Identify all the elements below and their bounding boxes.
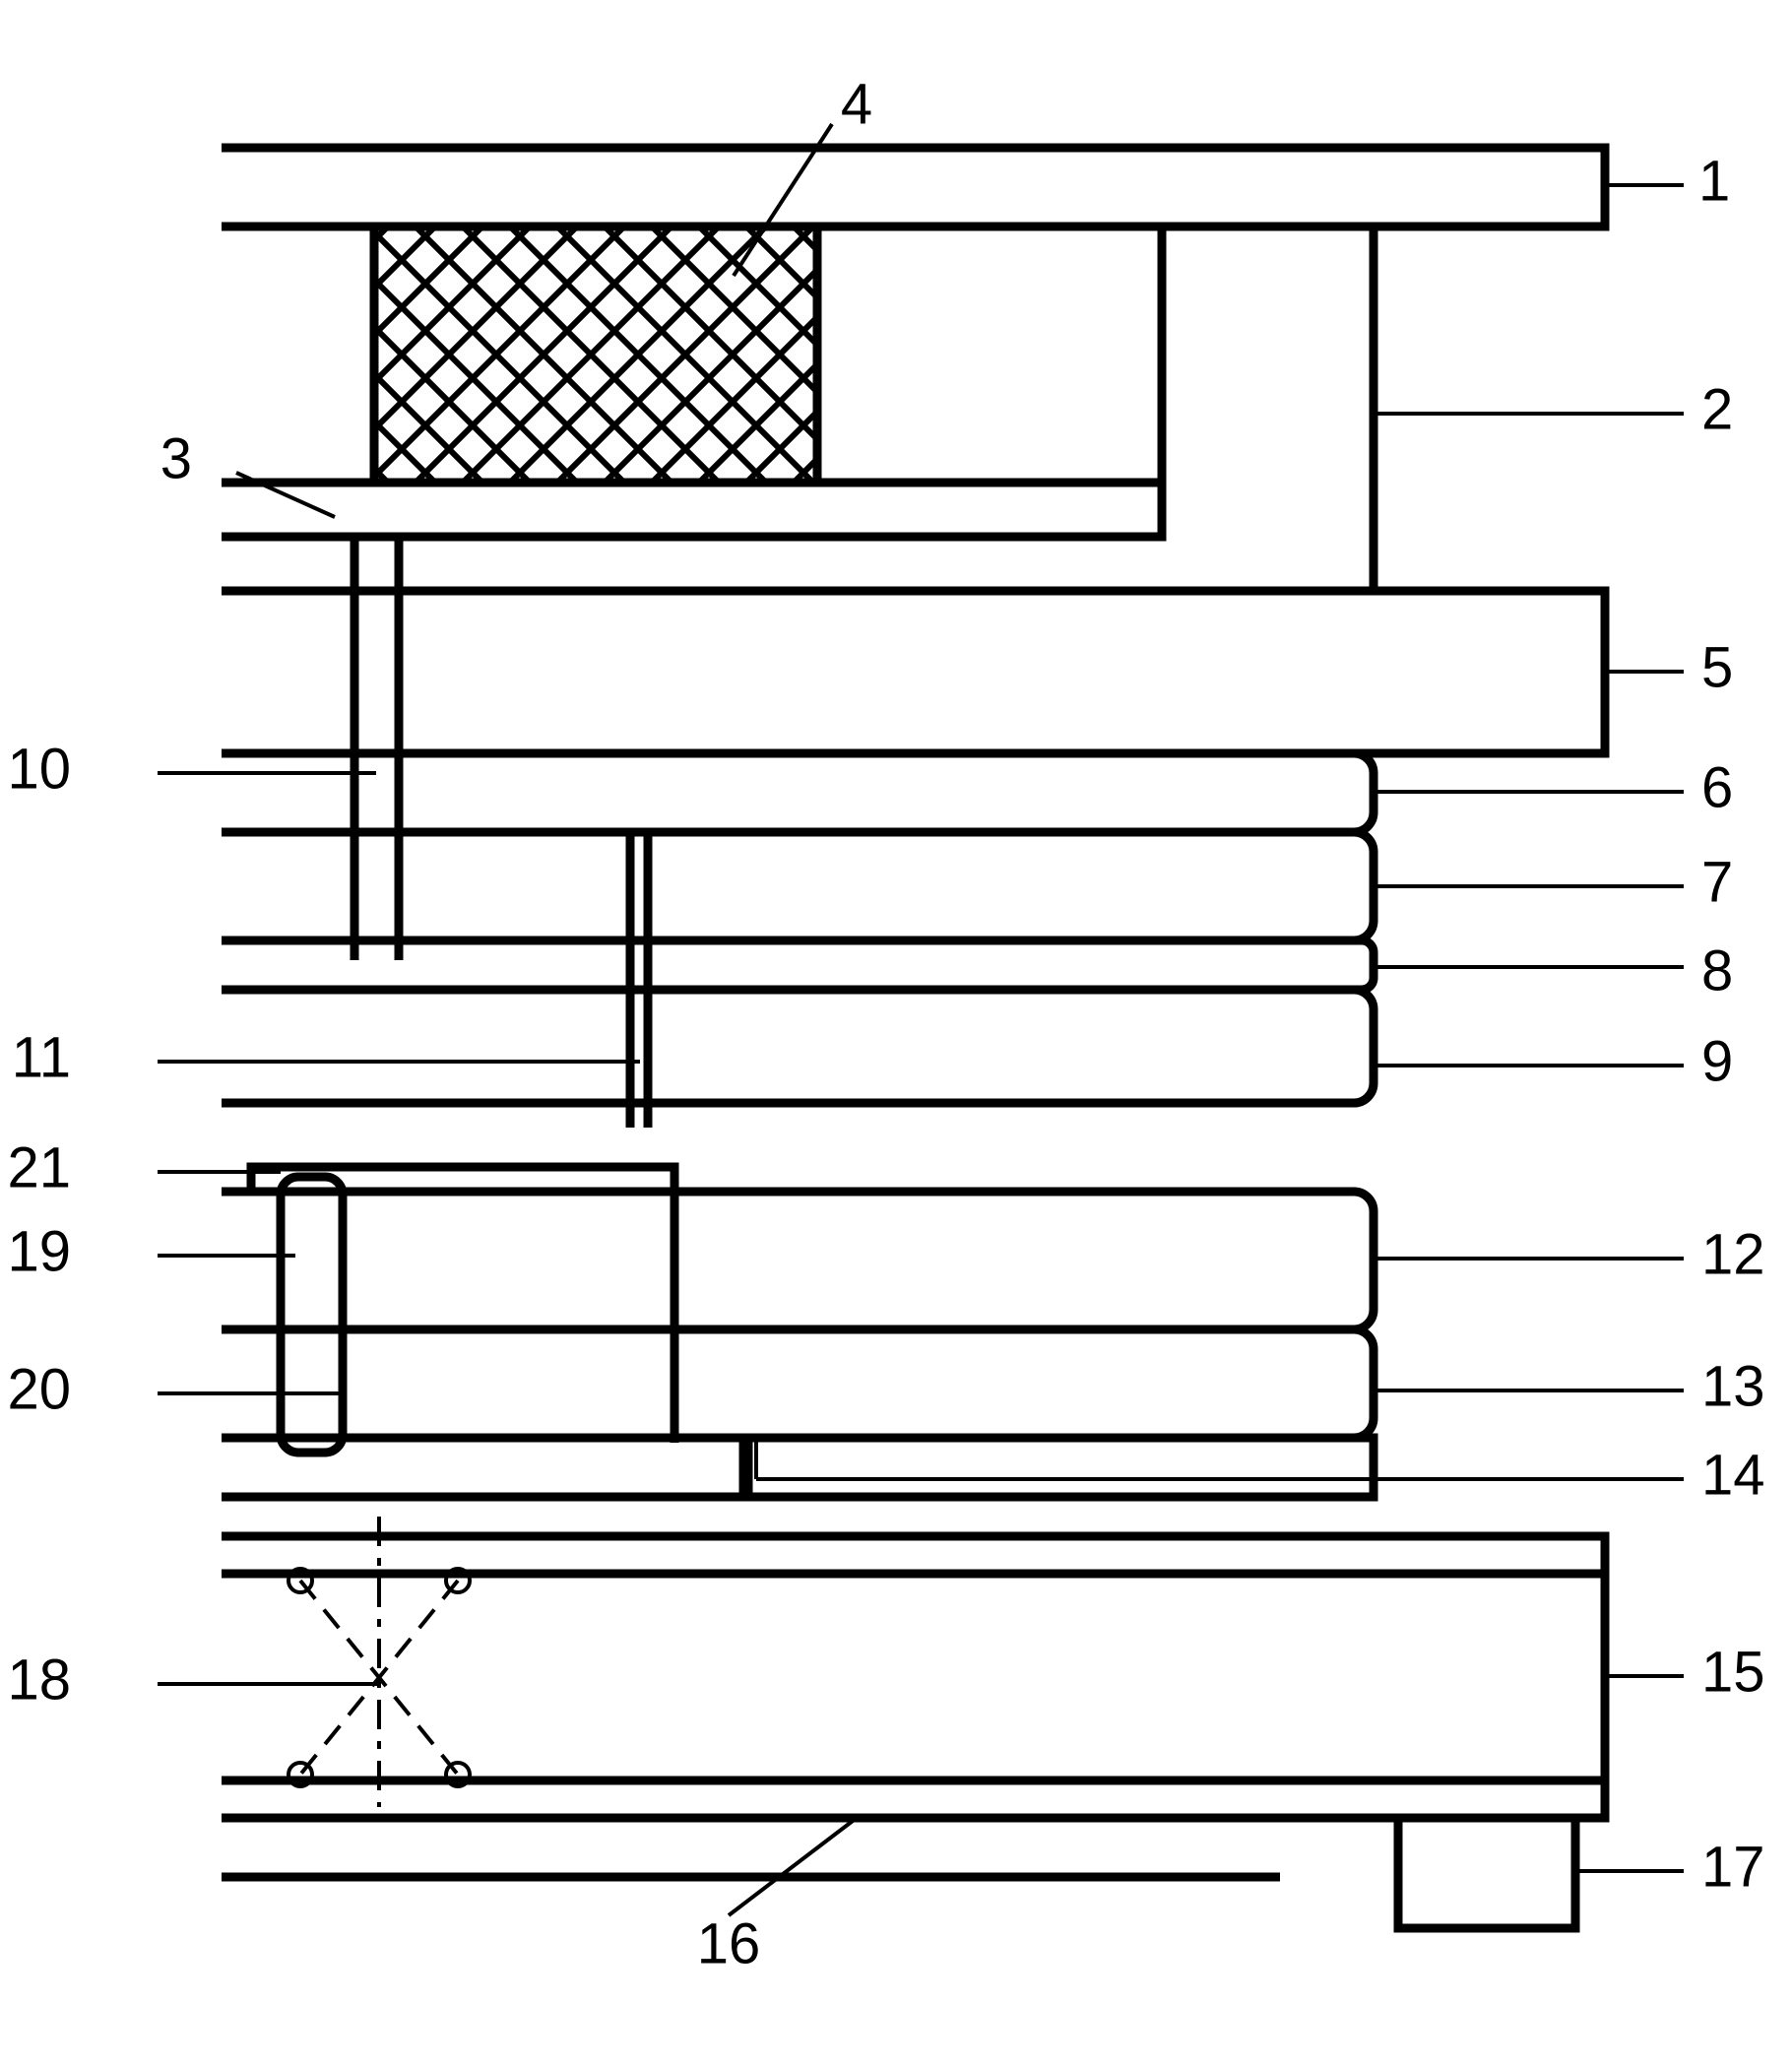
callout-label-8: 8: [1701, 938, 1733, 1002]
callout-label-11: 11: [12, 1025, 71, 1089]
callout-label-12: 12: [1701, 1222, 1765, 1286]
callout-label-7: 7: [1701, 850, 1733, 914]
callout-label-6: 6: [1701, 755, 1733, 819]
callout-label-19: 19: [7, 1219, 71, 1283]
hatched-block-4: [374, 226, 817, 483]
block-17: [1398, 1818, 1575, 1928]
callout-label-2: 2: [1701, 377, 1733, 441]
callout-label-3: 3: [160, 426, 192, 490]
callout-label-5: 5: [1701, 635, 1733, 699]
callout-label-20: 20: [7, 1357, 71, 1421]
callout-label-13: 13: [1701, 1354, 1765, 1418]
callout-label-17: 17: [1701, 1835, 1765, 1899]
callout-label-15: 15: [1701, 1640, 1765, 1704]
callout-label-1: 1: [1698, 149, 1730, 213]
callout-label-18: 18: [7, 1648, 71, 1712]
callout-label-4: 4: [841, 72, 872, 136]
callout-label-9: 9: [1701, 1029, 1733, 1093]
callout-label-21: 21: [7, 1135, 71, 1199]
callout-label-14: 14: [1701, 1443, 1765, 1507]
callout-label-16: 16: [697, 1911, 761, 1975]
callout-label-10: 10: [7, 737, 71, 801]
